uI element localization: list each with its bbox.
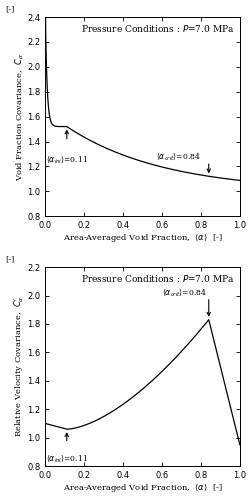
Text: [-]: [-] bbox=[6, 5, 15, 13]
Text: $\langle\alpha_{crit}\rangle$=0.84: $\langle\alpha_{crit}\rangle$=0.84 bbox=[156, 150, 201, 162]
Text: Pressure Conditions : $P$=7.0 MPa: Pressure Conditions : $P$=7.0 MPa bbox=[80, 23, 234, 34]
Text: [-]: [-] bbox=[6, 255, 15, 263]
Text: $\langle\alpha_{crit}\rangle$=0.84: $\langle\alpha_{crit}\rangle$=0.84 bbox=[162, 286, 207, 298]
Text: Pressure Conditions : $P$=7.0 MPa: Pressure Conditions : $P$=7.0 MPa bbox=[80, 273, 234, 284]
Y-axis label: Void Fraction Covariance,  $C_\alpha$: Void Fraction Covariance, $C_\alpha$ bbox=[13, 52, 26, 180]
Text: $\langle\alpha_{ini}\rangle$=0.11: $\langle\alpha_{ini}\rangle$=0.11 bbox=[46, 153, 88, 165]
Y-axis label: Relative Velocity Covariance,  $C_\alpha^{\prime}$: Relative Velocity Covariance, $C_\alpha^… bbox=[12, 296, 26, 438]
X-axis label: Area-Averaged Void Fraction,  $\langle\alpha\rangle$  [-]: Area-Averaged Void Fraction, $\langle\al… bbox=[63, 232, 223, 244]
X-axis label: Area-Averaged Void Fraction,  $\langle\alpha\rangle$  [-]: Area-Averaged Void Fraction, $\langle\al… bbox=[63, 482, 223, 494]
Text: $\langle\alpha_{ini}\rangle$=0.11: $\langle\alpha_{ini}\rangle$=0.11 bbox=[46, 452, 88, 464]
